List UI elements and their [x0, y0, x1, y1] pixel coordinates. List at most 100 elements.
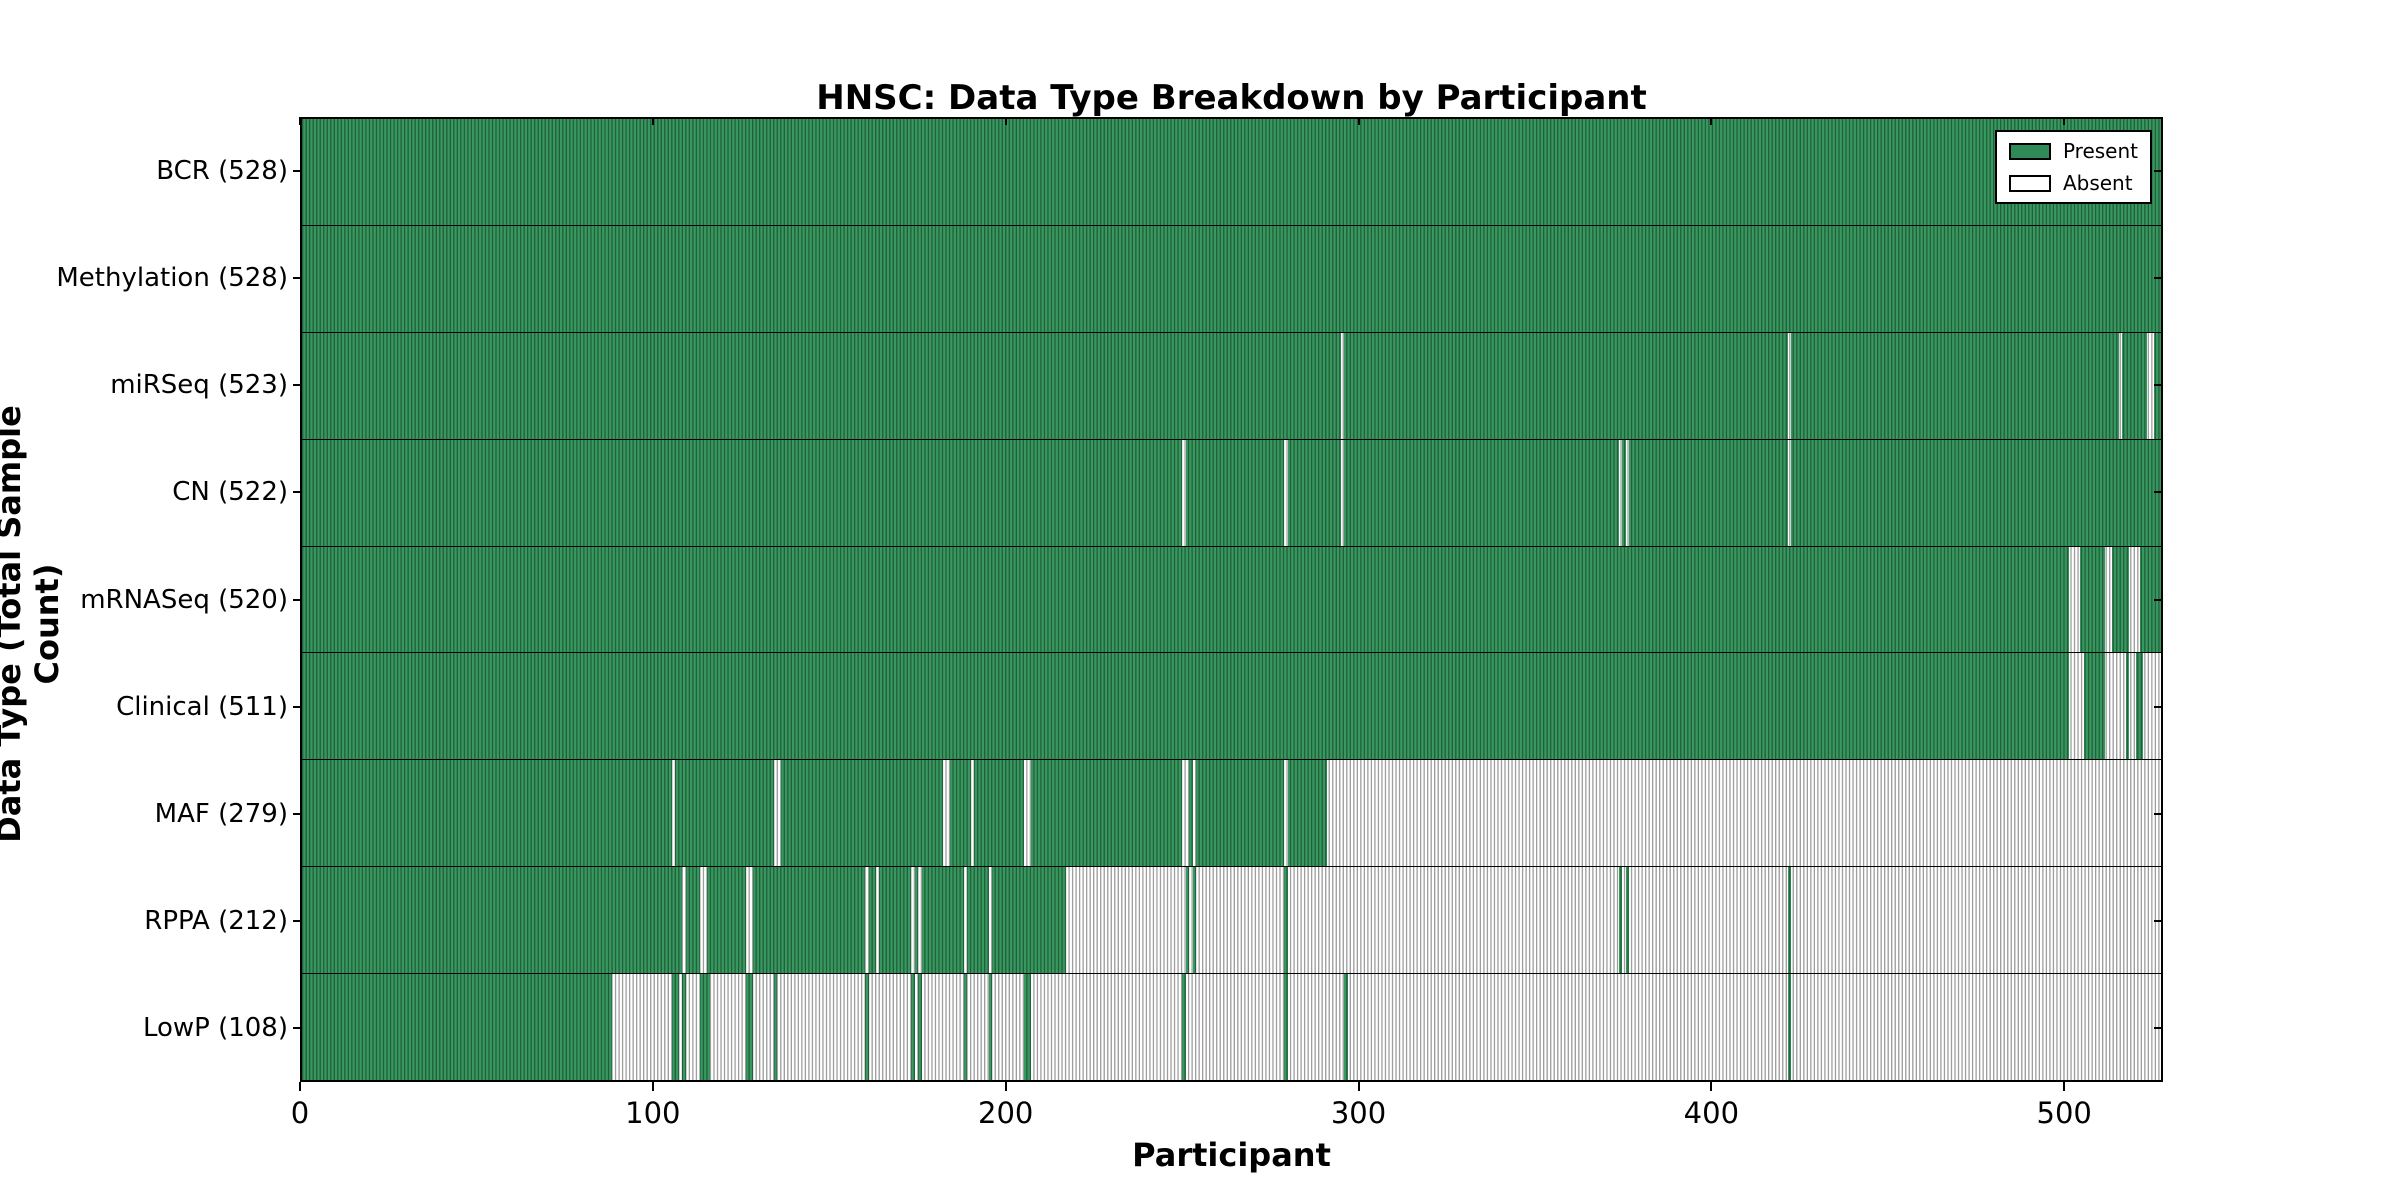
absent-segment	[1189, 867, 1193, 974]
present-segment	[949, 760, 971, 867]
y-tick-label-RPPA: RPPA (212)	[144, 906, 288, 937]
present-segment	[967, 867, 989, 974]
y-tick-mark	[293, 598, 300, 601]
absent-segment	[992, 974, 1024, 1081]
y-tick-mark	[2154, 812, 2161, 815]
absent-segment	[2069, 653, 2084, 760]
absent-segment	[1618, 439, 1623, 546]
present-segment	[302, 119, 2161, 225]
y-tick-label-mRNASeq: mRNASeq (520)	[80, 584, 288, 615]
absent-segment	[1066, 867, 1186, 974]
presence-matrix	[302, 119, 2161, 1081]
absent-segment	[1023, 760, 1031, 867]
absent-segment	[2104, 546, 2112, 653]
present-segment	[865, 974, 869, 1081]
present-segment	[745, 974, 753, 1081]
present-segment	[2111, 546, 2130, 653]
row-Methylation	[302, 225, 2161, 333]
absent-segment	[1791, 867, 2161, 974]
absent-segment	[611, 974, 672, 1081]
y-tick-label-BCR: BCR (528)	[156, 155, 288, 186]
absent-segment	[2143, 653, 2161, 760]
y-tick-mark	[293, 276, 300, 279]
y-tick-label-CN: CN (522)	[172, 477, 288, 508]
present-segment	[1185, 439, 1285, 546]
present-segment	[1791, 332, 2119, 439]
absent-segment	[1185, 974, 1285, 1081]
absent-segment	[1622, 867, 1626, 974]
present-segment	[2125, 653, 2130, 760]
present-segment	[2122, 332, 2147, 439]
absent-segment	[1791, 974, 2161, 1081]
present-segment	[2139, 546, 2161, 653]
present-segment	[780, 760, 943, 867]
present-segment	[1189, 760, 1193, 867]
present-segment	[1625, 867, 1630, 974]
y-tick-mark	[2154, 920, 2161, 923]
y-tick-mark	[2154, 705, 2161, 708]
present-segment	[302, 867, 683, 974]
present-segment	[675, 760, 774, 867]
y-tick-mark	[293, 491, 300, 494]
plot-area: Present Absent	[300, 117, 2163, 1082]
present-segment	[2080, 546, 2105, 653]
legend-label-present: Present	[2062, 139, 2138, 163]
present-segment	[685, 867, 700, 974]
present-segment	[1787, 974, 1792, 1081]
present-segment	[1622, 439, 1626, 546]
y-tick-label-miRSeq: miRSeq (523)	[110, 370, 288, 401]
x-tick-mark	[651, 1082, 654, 1091]
absent-segment	[1347, 974, 1788, 1081]
y-tick-mark	[293, 705, 300, 708]
present-segment	[302, 332, 1341, 439]
present-segment	[1284, 867, 1288, 974]
y-tick-mark	[293, 812, 300, 815]
present-segment	[1284, 974, 1288, 1081]
present-segment	[773, 974, 778, 1081]
present-segment	[1791, 439, 2161, 546]
present-segment	[918, 974, 922, 1081]
absent-segment	[2104, 653, 2126, 760]
present-segment	[1196, 760, 1285, 867]
row-BCR	[302, 119, 2161, 226]
row-LowP	[302, 974, 2161, 1081]
absent-segment	[2129, 653, 2137, 760]
y-tick-label-MAF: MAF (279)	[154, 798, 288, 829]
present-segment	[2136, 653, 2144, 760]
row-Clinical	[302, 653, 2161, 761]
x-tick-mark-top	[651, 117, 654, 125]
absent-segment	[1287, 974, 1345, 1081]
x-tick-mark-top	[2063, 117, 2066, 125]
x-tick-mark	[1004, 1082, 1007, 1091]
y-tick-label-Clinical: Clinical (511)	[116, 691, 288, 722]
x-tick-label: 300	[1330, 1096, 1387, 1130]
present-segment	[992, 867, 1067, 974]
absent-segment	[1625, 439, 1630, 546]
row-CN	[302, 439, 2161, 547]
present-segment	[963, 974, 968, 1081]
present-segment	[1618, 867, 1623, 974]
absent-segment	[868, 974, 912, 1081]
y-tick-mark	[2154, 491, 2161, 494]
present-segment	[302, 546, 2070, 653]
absent-segment	[752, 974, 774, 1081]
y-tick-mark	[2154, 169, 2161, 172]
x-tick-mark-top	[299, 117, 301, 125]
legend: Present Absent	[1994, 130, 2152, 204]
legend-swatch-absent	[2008, 174, 2051, 192]
x-tick-mark-top	[1004, 117, 1007, 125]
x-tick-label: 100	[625, 1096, 681, 1130]
absent-segment	[1287, 867, 1619, 974]
absent-segment	[875, 867, 880, 974]
present-segment	[974, 760, 1024, 867]
legend-entry-present: Present	[2008, 139, 2138, 163]
absent-segment	[2146, 332, 2154, 439]
row-miRSeq	[302, 332, 2161, 440]
x-tick-mark-top	[1357, 117, 1360, 125]
row-RPPA	[302, 867, 2161, 975]
x-tick-label: 500	[2036, 1096, 2092, 1130]
present-segment	[302, 760, 672, 867]
present-segment	[706, 867, 746, 974]
present-segment	[879, 867, 912, 974]
absent-segment	[1340, 439, 1345, 546]
